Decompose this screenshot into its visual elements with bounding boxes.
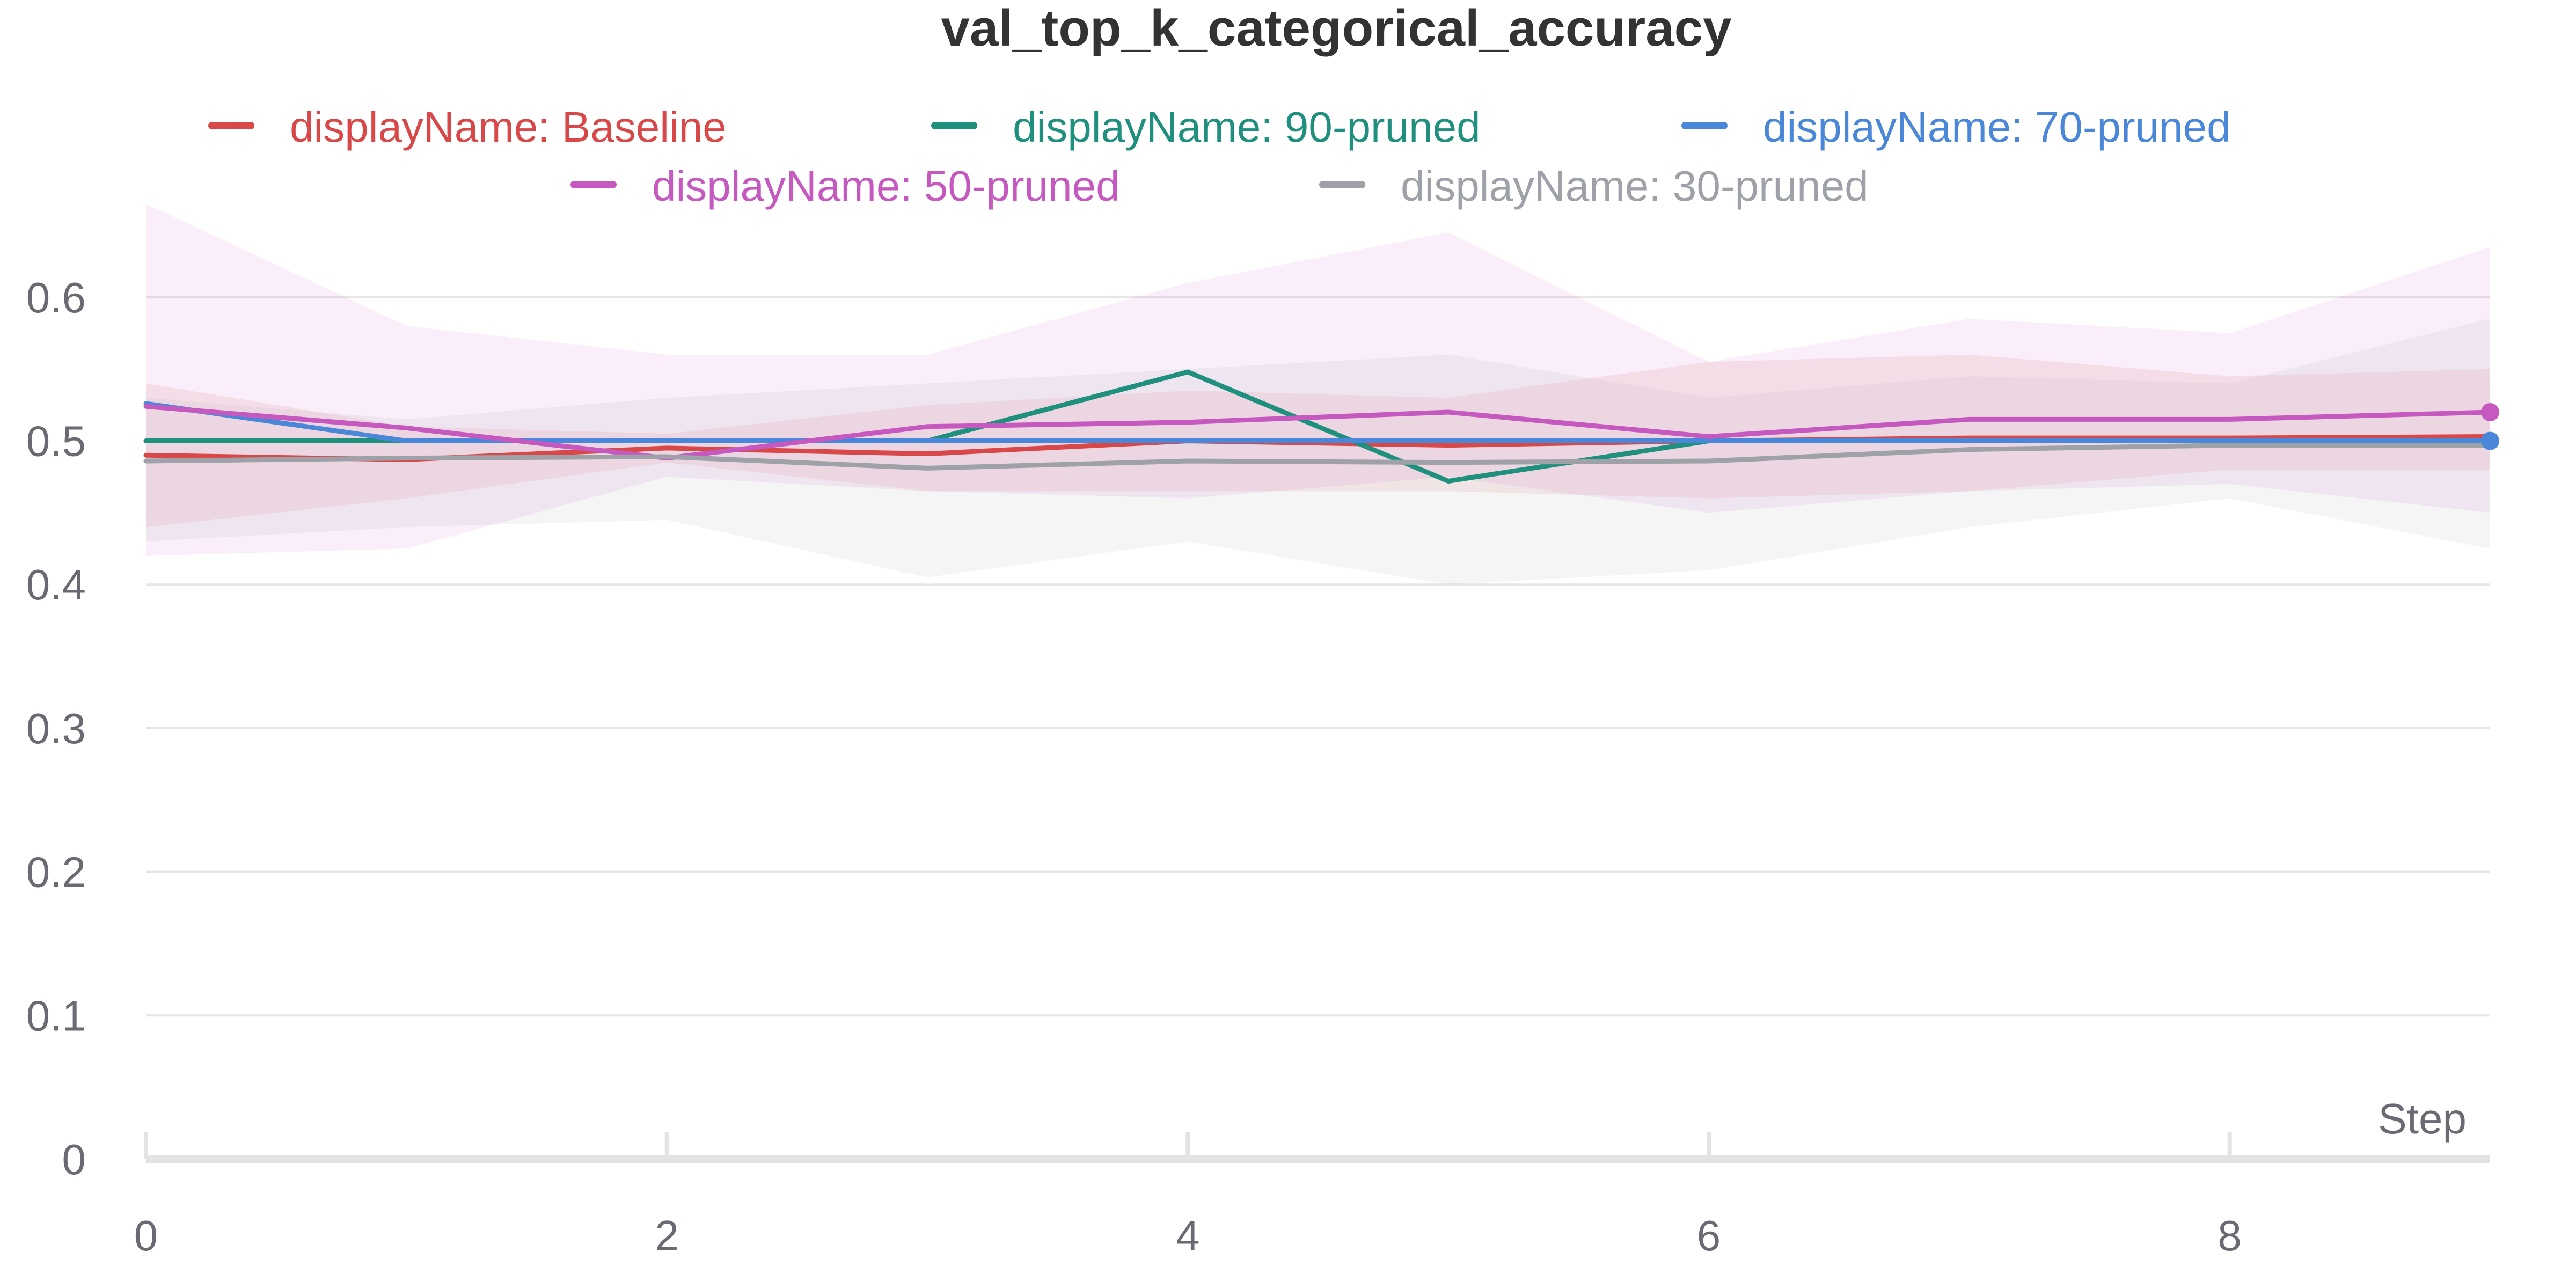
x-tick-label: 4 <box>1176 1212 1200 1260</box>
y-tick-label: 0 <box>62 1136 86 1183</box>
legend-item-displayname-50-pruned[interactable]: displayName: 50-pruned <box>570 162 1120 210</box>
y-tick-label: 0.3 <box>26 705 86 752</box>
y-tick-label: 0.2 <box>26 848 86 896</box>
series-end-markers <box>2481 403 2499 450</box>
y-tick-label: 0.5 <box>26 418 86 465</box>
band-displayname-50-pruned <box>146 203 2490 556</box>
legend-label: displayName: 30-pruned <box>1401 162 1869 210</box>
x-tick-label: 8 <box>2218 1212 2242 1260</box>
x-tick-label: 6 <box>1697 1212 1721 1260</box>
x-tick-label: 0 <box>134 1212 158 1260</box>
series-line-displayname-50-pruned <box>143 404 2493 461</box>
legend-label: displayName: 90-pruned <box>1013 103 1481 151</box>
legend-item-displayname-baseline[interactable]: displayName: Baseline <box>208 103 727 151</box>
series-lines <box>143 369 2493 484</box>
band-displayname-30-pruned <box>146 319 2490 585</box>
legend-item-displayname-90-pruned[interactable]: displayName: 90-pruned <box>931 103 1481 151</box>
x-axis: 0 2 4 6 8 <box>134 1132 2490 1260</box>
end-point-displayname-50-pruned <box>2481 403 2499 421</box>
y-tick-label: 0.4 <box>26 561 86 609</box>
chart-title: val_top_k_categorical_accuracy <box>941 0 1732 57</box>
y-tick-label: 0.1 <box>26 992 86 1040</box>
legend-item-displayname-30-pruned[interactable]: displayName: 30-pruned <box>1319 162 1869 210</box>
legend-label: displayName: 50-pruned <box>652 162 1120 210</box>
x-axis-title: Step <box>2378 1095 2467 1143</box>
x-tick-label: 2 <box>655 1212 679 1260</box>
end-point-displayname-70-pruned <box>2481 431 2499 450</box>
y-tick-label: 0.6 <box>26 274 86 321</box>
legend-item-displayname-70-pruned[interactable]: displayName: 70-pruned <box>1681 103 2231 151</box>
legend: displayName: Baseline displayName: 90-pru… <box>208 103 2231 210</box>
confidence-bands <box>146 203 2490 585</box>
legend-label: displayName: Baseline <box>290 103 727 151</box>
series-line-displayname-30-pruned <box>143 443 2493 471</box>
legend-label: displayName: 70-pruned <box>1763 103 2231 151</box>
y-axis: 0 0.1 0.2 0.3 0.4 0.5 0.6 <box>26 274 86 1183</box>
